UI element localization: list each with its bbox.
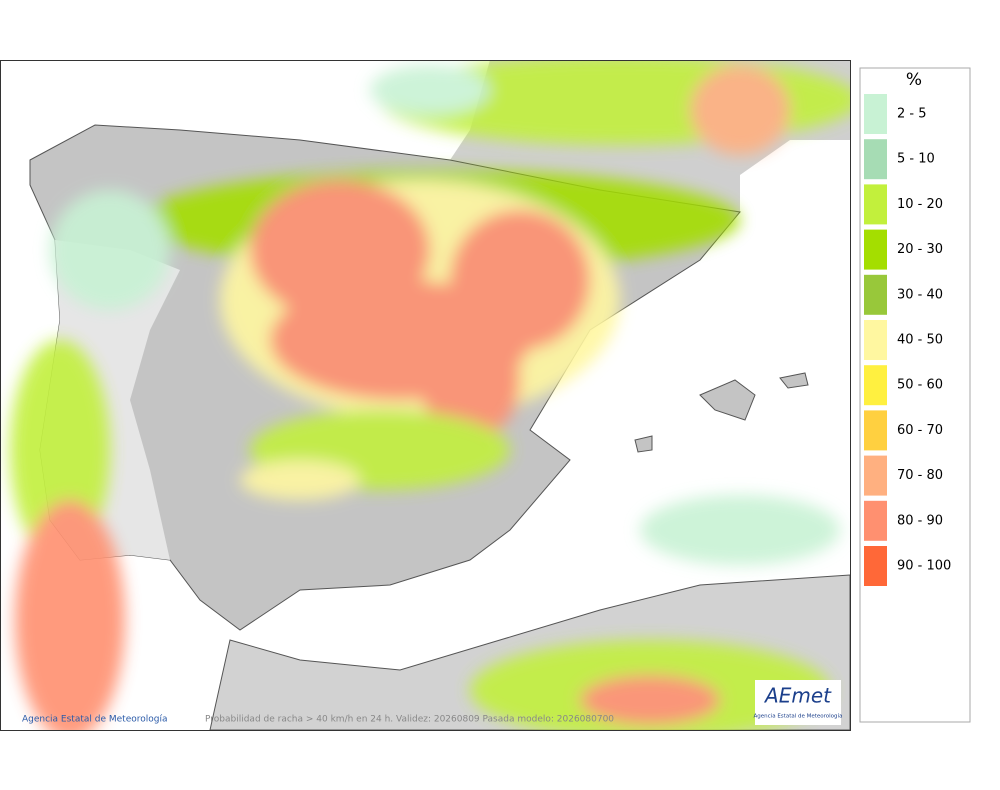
island	[634, 435, 653, 453]
legend: 2 - 5 5 - 10 10 - 20 20 - 30 30 - 40 40 - 50 5…	[864, 94, 951, 586]
legend-label: 5 - 10	[897, 152, 935, 167]
map	[1, 60, 850, 730]
legend-swatch	[864, 139, 887, 180]
legend-label: 30 - 40	[897, 287, 943, 302]
logo-box	[755, 680, 841, 725]
legend-swatch	[864, 229, 887, 270]
map-frame	[0, 60, 851, 731]
legend-swatch	[864, 500, 887, 541]
island	[699, 379, 756, 421]
legend-label: 60 - 70	[897, 423, 943, 438]
legend-swatch	[864, 410, 887, 451]
legend-label: 70 - 80	[897, 468, 943, 483]
island	[779, 372, 809, 389]
legend-swatch	[864, 274, 887, 315]
legend-label: 80 - 90	[897, 513, 943, 528]
legend-label: 10 - 20	[897, 197, 943, 212]
legend-label: 50 - 60	[897, 378, 943, 393]
legend-swatch	[864, 184, 887, 225]
logo-subtitle: Agencia Estatal de Meteorología	[754, 713, 843, 720]
legend-label: 90 - 100	[897, 559, 951, 574]
credit: Agencia Estatal de Meteorología	[22, 715, 168, 725]
legend-label: 40 - 50	[897, 333, 943, 348]
caption: Probabilidad de racha > 40 km/h en 24 h.…	[205, 715, 614, 725]
legend-swatch	[864, 320, 887, 360]
legend-swatch	[864, 365, 887, 406]
legend-swatch	[864, 455, 887, 496]
legend-title: %	[906, 70, 922, 90]
legend-swatch	[864, 546, 887, 586]
legend-label: 2 - 5	[897, 107, 927, 122]
logo: AEmet	[763, 684, 832, 708]
probability-field	[10, 60, 850, 730]
legend-swatch	[864, 94, 887, 134]
legend-label: 20 - 30	[897, 242, 943, 257]
